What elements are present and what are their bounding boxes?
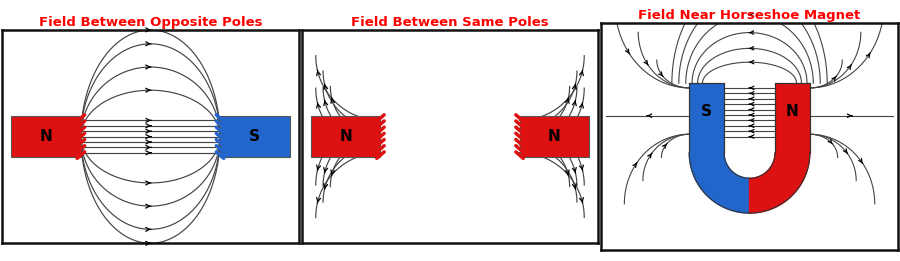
Bar	[775, 83, 810, 153]
Bar	[310, 116, 381, 157]
Text: N: N	[548, 129, 561, 144]
Text: S: S	[701, 104, 712, 118]
Text: N: N	[40, 129, 52, 144]
Bar	[689, 83, 724, 153]
Title: Field Between Opposite Poles: Field Between Opposite Poles	[39, 16, 262, 29]
Title: Field Near Horseshoe Magnet: Field Near Horseshoe Magnet	[638, 9, 860, 22]
Polygon shape	[689, 153, 750, 213]
Text: N: N	[786, 104, 799, 118]
Title: Field Between Same Poles: Field Between Same Poles	[351, 16, 549, 29]
Bar	[12, 116, 81, 157]
Polygon shape	[750, 153, 810, 213]
Text: S: S	[249, 129, 260, 144]
Bar	[220, 116, 290, 157]
Bar	[519, 116, 590, 157]
Text: N: N	[339, 129, 352, 144]
